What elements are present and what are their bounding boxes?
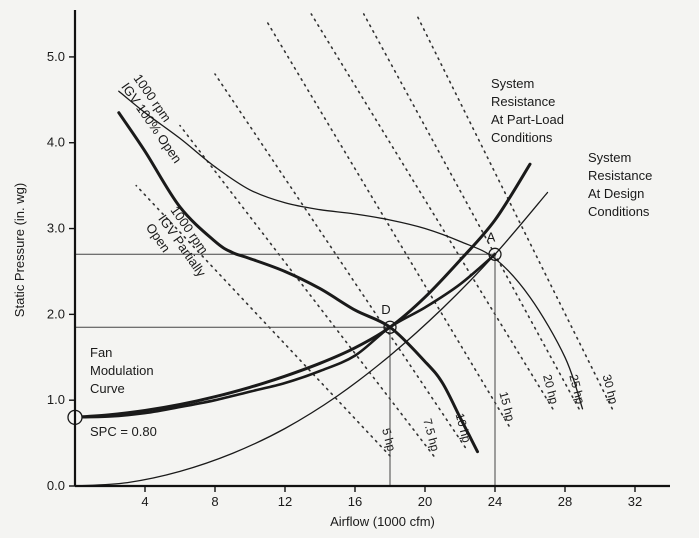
- y-tick-label-2: 2.0: [47, 306, 65, 321]
- fan-modulation-label-line-1: Fan: [90, 345, 112, 360]
- spc-label: SPC = 0.80: [90, 424, 157, 439]
- system-curve-1-label-line-2: Resistance: [491, 94, 555, 109]
- hp-line-6: [362, 13, 580, 410]
- system-curve-1-label-line-3: At Part-Load: [491, 112, 564, 127]
- hp-label-1: 5 hp: [379, 427, 399, 453]
- fan-curve-1: [118, 90, 584, 410]
- hp-line-7: [415, 13, 614, 410]
- point-marker-D: [383, 320, 397, 334]
- system-curve-1-label: System Resistance At Part-Load Conditions: [491, 76, 564, 145]
- x-tick-label-28: 28: [558, 494, 572, 509]
- fan-curve-2: [117, 111, 479, 454]
- system-curve-1: [73, 162, 532, 419]
- system-curve-2-label-line-2: Resistance: [588, 168, 652, 183]
- x-tick-label-8: 8: [211, 494, 218, 509]
- x-tick-label-24: 24: [488, 494, 502, 509]
- system-curve-2-label-line-3: At Design: [588, 186, 644, 201]
- fan-modulation-curve: [73, 253, 497, 419]
- x-tick-label-12: 12: [278, 494, 292, 509]
- x-tick-label-4: 4: [141, 494, 148, 509]
- y-tick-label-1: 1.0: [47, 392, 65, 407]
- fan-curve-2-label: 1000 rpmIGV PartiallyOpen: [143, 203, 222, 288]
- y-axis-title: Static Pressure (in. wg): [12, 183, 27, 317]
- hp-label-2: 7.5 hp: [420, 417, 442, 453]
- system-curve-1-label-line-1: System: [491, 76, 534, 91]
- y-tick-label-3: 3.0: [47, 221, 65, 236]
- hp-label-4: 15 hp: [496, 390, 517, 423]
- x-axis-title: Airflow (1000 cfm): [330, 514, 435, 529]
- system-curve-2-label: System Resistance At Design Conditions: [588, 150, 652, 219]
- system-curve-2-label-line-1: System: [588, 150, 631, 165]
- hp-line-2: [179, 124, 435, 457]
- point-label-D: D: [381, 302, 390, 317]
- y-tick-label-4: 4.0: [47, 135, 65, 150]
- system-curve-2: [74, 191, 549, 487]
- x-tick-label-20: 20: [418, 494, 432, 509]
- reference-lines: [75, 253, 496, 486]
- x-tick-label-16: 16: [348, 494, 362, 509]
- point-marker-A: [488, 247, 502, 261]
- hp-label-5: 20 hp: [540, 373, 561, 406]
- hp-line-4: [266, 21, 510, 427]
- system-curve-2-label-line-4: Conditions: [588, 204, 650, 219]
- hp-line-5: [310, 13, 554, 410]
- axes: 4 8 12 16 20 24 28 32 0.0 1.0 2.0 3.0 4.0 5.0 Airflow …: [12, 10, 670, 529]
- x-tick-label-32: 32: [628, 494, 642, 509]
- y-tick-label-5: 5.0: [47, 49, 65, 64]
- curves: [67, 90, 584, 487]
- y-tick-label-0: 0.0: [47, 478, 65, 493]
- fan-modulation-label: Fan Modulation Curve: [90, 345, 154, 396]
- labels: A D 1000 rpmIGV 100% Open 1000 rpmIGV Parti…: [90, 71, 652, 439]
- fan-modulation-label-line-2: Modulation: [90, 363, 154, 378]
- system-curve-1-label-line-4: Conditions: [491, 130, 553, 145]
- fan-modulation-label-line-3: Curve: [90, 381, 125, 396]
- point-label-A: A: [487, 229, 496, 244]
- fan-curve-1-label: 1000 rpmIGV 100% Open: [118, 71, 197, 166]
